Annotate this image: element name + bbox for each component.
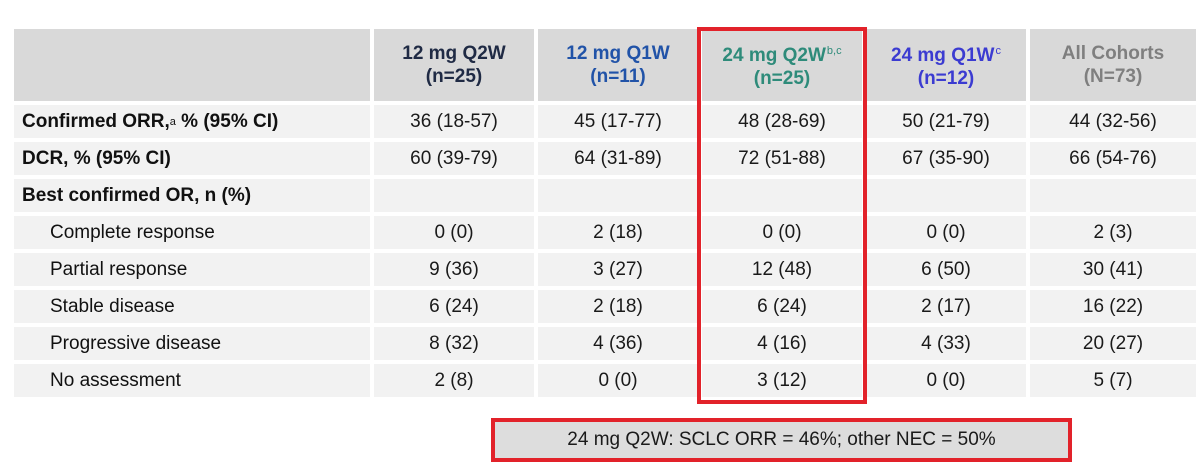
table-cell: 6 (50) — [866, 253, 1026, 286]
column-n: (n=25) — [753, 68, 811, 89]
table-cell: 2 (18) — [538, 216, 698, 249]
row-label-confirmed-orr: Confirmed ORR, a % (95% CI) — [14, 105, 370, 138]
table-cell: 0 (0) — [702, 216, 862, 249]
column-n: (n=11) — [590, 66, 646, 87]
footnote-box: 24 mg Q2W: SCLC ORR = 46%; other NEC = 5… — [491, 418, 1072, 462]
table-cell: 4 (33) — [866, 327, 1026, 360]
table-cell: 0 (0) — [374, 216, 534, 249]
table-cell: 0 (0) — [538, 364, 698, 397]
row-label-suffix: % (95% CI) — [175, 110, 279, 132]
column-header-all-cohorts: All Cohorts (N=73) — [1030, 29, 1196, 101]
column-n: (N=73) — [1083, 66, 1143, 87]
column-header-12mg-q2w: 12 mg Q2W (n=25) — [374, 29, 534, 101]
row-label-best-confirmed-or: Best confirmed OR, n (%) — [14, 179, 370, 212]
table-cell: 12 (48) — [702, 253, 862, 286]
column-name: All Cohorts — [1061, 43, 1165, 64]
table-cell — [1030, 179, 1196, 212]
row-label-stable-disease: Stable disease — [14, 290, 370, 323]
table-cell: 66 (54-76) — [1030, 142, 1196, 175]
table-cell: 44 (32-56) — [1030, 105, 1196, 138]
table-cell: 3 (12) — [702, 364, 862, 397]
table-cell: 0 (0) — [866, 364, 1026, 397]
table-cell: 4 (16) — [702, 327, 862, 360]
table-cell — [866, 179, 1026, 212]
row-label-dcr: DCR, % (95% CI) — [14, 142, 370, 175]
table-cell: 6 (24) — [702, 290, 862, 323]
table-cell: 20 (27) — [1030, 327, 1196, 360]
column-name: 12 mg Q2W — [402, 43, 506, 64]
table-cell: 6 (24) — [374, 290, 534, 323]
table-cell: 50 (21-79) — [866, 105, 1026, 138]
column-name: 24 mg Q2W — [722, 45, 826, 66]
table-cell — [374, 179, 534, 212]
table-cell: 60 (39-79) — [374, 142, 534, 175]
table-cell: 2 (17) — [866, 290, 1026, 323]
table-cell: 0 (0) — [866, 216, 1026, 249]
column-n: (n=12) — [917, 68, 975, 89]
table-cell: 3 (27) — [538, 253, 698, 286]
table-cell: 45 (17-77) — [538, 105, 698, 138]
table-cell: 67 (35-90) — [866, 142, 1026, 175]
row-label-text: Confirmed ORR, — [22, 110, 170, 132]
table-cell: 8 (32) — [374, 327, 534, 360]
column-header-24mg-q2w: 24 mg Q2Wb,c (n=25) — [702, 29, 862, 101]
row-footnote-marker: a — [169, 115, 176, 128]
table-cell: 30 (41) — [1030, 253, 1196, 286]
response-table: 12 mg Q2W (n=25) 12 mg Q1W (n=11) 24 mg … — [14, 29, 1196, 397]
table-cell: 5 (7) — [1030, 364, 1196, 397]
table-cell: 2 (8) — [374, 364, 534, 397]
row-label-partial-response: Partial response — [14, 253, 370, 286]
column-name: 24 mg Q1W — [891, 45, 995, 66]
column-n: (n=25) — [425, 66, 483, 87]
column-footnote-marker: b,c — [826, 45, 842, 57]
row-label-progressive-disease: Progressive disease — [14, 327, 370, 360]
table-cell: 2 (18) — [538, 290, 698, 323]
header-blank — [14, 29, 370, 101]
column-header-24mg-q1w: 24 mg Q1Wc (n=12) — [866, 29, 1026, 101]
table-cell: 16 (22) — [1030, 290, 1196, 323]
column-header-12mg-q1w: 12 mg Q1W (n=11) — [538, 29, 698, 101]
table-cell: 72 (51-88) — [702, 142, 862, 175]
table-cell: 36 (18-57) — [374, 105, 534, 138]
table-cell: 4 (36) — [538, 327, 698, 360]
row-label-complete-response: Complete response — [14, 216, 370, 249]
column-name: 12 mg Q1W — [566, 43, 670, 64]
footnote-text: 24 mg Q2W: SCLC ORR = 46%; other NEC = 5… — [567, 429, 996, 450]
table-cell: 48 (28-69) — [702, 105, 862, 138]
table-cell — [702, 179, 862, 212]
table-cell: 64 (31-89) — [538, 142, 698, 175]
row-label-no-assessment: No assessment — [14, 364, 370, 397]
table-cell: 9 (36) — [374, 253, 534, 286]
table-cell: 2 (3) — [1030, 216, 1196, 249]
table-cell — [538, 179, 698, 212]
column-footnote-marker: c — [995, 45, 1001, 57]
